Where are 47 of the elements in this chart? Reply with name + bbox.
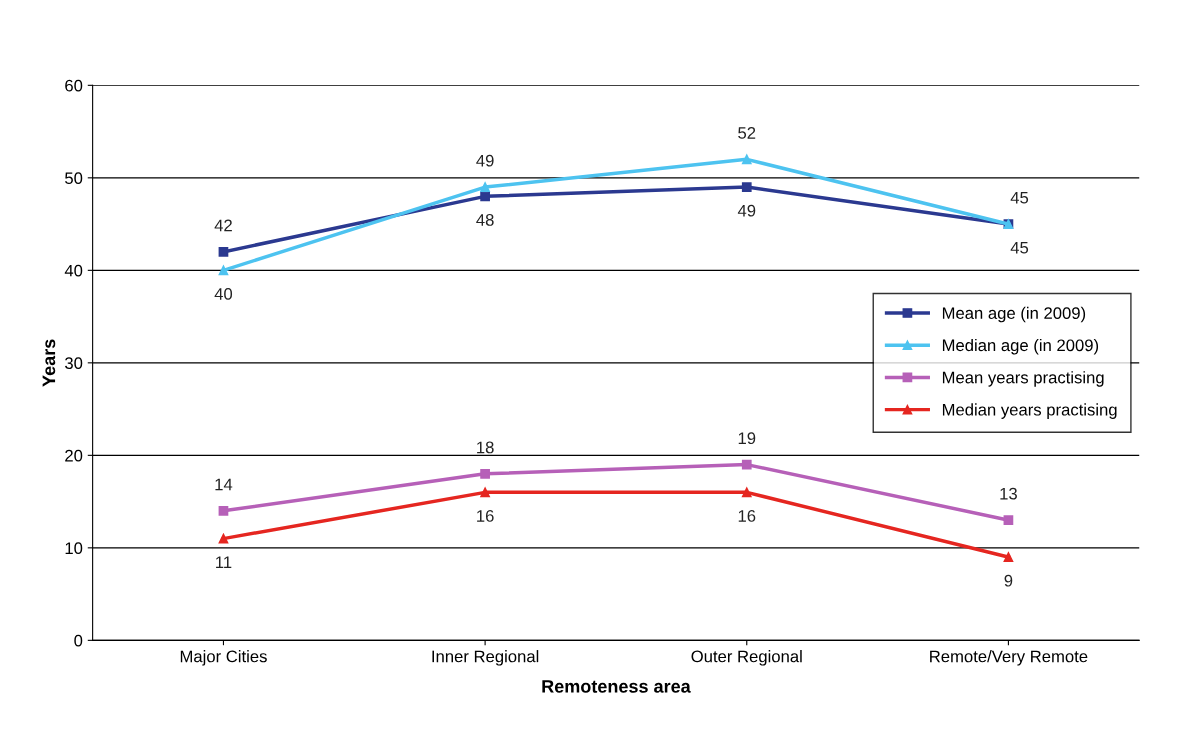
data-label: 40 xyxy=(214,288,233,300)
legend-label: Mean years practising xyxy=(942,371,1104,387)
x-tick-label: Major Cities xyxy=(180,650,267,666)
legend-label: Mean age (in 2009) xyxy=(942,306,1086,323)
legend-label: Median years practising xyxy=(942,403,1117,419)
y-tick-label: 0 xyxy=(74,634,83,647)
data-label: 48 xyxy=(476,214,494,226)
point xyxy=(218,265,229,276)
point xyxy=(741,154,752,165)
data-label: 11 xyxy=(216,556,232,568)
y-tick-label: 60 xyxy=(65,79,83,92)
y-tick-label: 20 xyxy=(65,449,83,462)
data-label: 49 xyxy=(737,204,756,217)
data-label: 18 xyxy=(477,441,494,454)
point xyxy=(480,191,490,202)
data-label: 45 xyxy=(1010,241,1029,254)
data-label: 16 xyxy=(477,510,494,522)
point xyxy=(1003,552,1014,562)
data-label: 9 xyxy=(1004,574,1013,587)
x-tick-label: Inner Regional xyxy=(432,650,539,666)
point xyxy=(218,246,229,257)
point xyxy=(741,459,752,470)
point xyxy=(480,468,490,479)
point xyxy=(741,487,752,498)
x-tick-label: Outer Regional xyxy=(691,650,802,666)
point xyxy=(741,182,752,192)
point xyxy=(1003,515,1014,525)
data-label: 19 xyxy=(738,432,756,445)
y-tick-label: 40 xyxy=(64,264,83,277)
data-label: 13 xyxy=(1000,487,1017,500)
data-label: 42 xyxy=(214,219,232,232)
data-label: 16 xyxy=(738,510,756,522)
y-tick-label: 50 xyxy=(65,172,83,185)
data-label: 14 xyxy=(215,478,233,491)
point xyxy=(480,182,490,192)
legend-label: Median age (in 2009) xyxy=(942,338,1099,355)
x-axis-title: Remoteness area xyxy=(542,680,691,693)
point xyxy=(480,487,490,498)
point xyxy=(218,505,229,516)
data-label: 45 xyxy=(1010,191,1029,204)
y-tick-label: 30 xyxy=(65,357,83,370)
y-tick-label: 10 xyxy=(65,542,83,555)
data-label: 49 xyxy=(476,154,494,167)
x-tick-label: Remote/Very Remote xyxy=(930,650,1088,666)
point xyxy=(218,533,229,544)
y-axis-title: Years xyxy=(42,339,56,387)
data-label: 52 xyxy=(738,127,756,139)
